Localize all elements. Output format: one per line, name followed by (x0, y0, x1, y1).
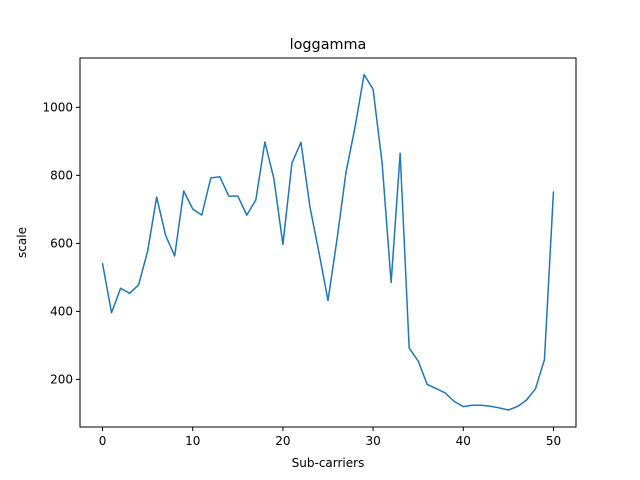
x-tick-label: 10 (185, 434, 200, 448)
plot-frame (79, 57, 577, 428)
x-tick-label: 30 (365, 434, 380, 448)
y-tick-label: 600 (50, 236, 73, 250)
x-tick-label: 20 (275, 434, 290, 448)
x-axis-label: Sub-carriers (292, 456, 365, 470)
y-tick-label: 800 (50, 168, 73, 182)
plot-area: 0 10 20 30 40 50 200 400 600 800 1000 (42, 73, 561, 448)
chart-title: loggamma (290, 37, 367, 53)
series-line (101, 73, 555, 411)
y-tick-label: 400 (50, 304, 73, 318)
y-tick-label: 1000 (42, 100, 73, 114)
x-tick-label: 50 (546, 434, 561, 448)
y-axis-label: scale (15, 227, 29, 258)
y-tick-label: 200 (50, 372, 73, 386)
x-tick-label: 40 (456, 434, 471, 448)
x-tick-label: 0 (99, 434, 107, 448)
